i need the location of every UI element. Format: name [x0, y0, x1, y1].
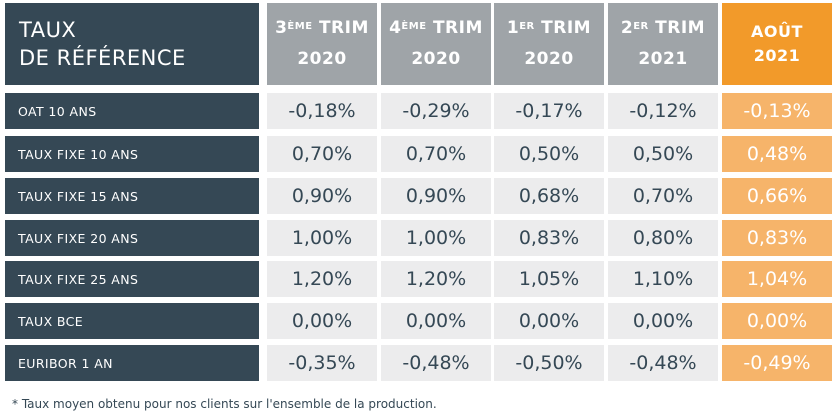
rate-cell: -0,49%: [722, 345, 832, 381]
rate-cell: -0,29%: [381, 93, 491, 129]
rate-cell: 0,70%: [608, 178, 718, 214]
column-header-4: 2ER TRIM 2021: [608, 3, 718, 85]
rate-cell: 0,00%: [722, 303, 832, 339]
column-header-suffix: ÈME: [287, 21, 313, 32]
column-header-year: 2020: [524, 49, 574, 69]
table-title-line2: DE RÉFÉRENCE: [19, 46, 186, 70]
rate-cell: -0,12%: [608, 93, 718, 129]
rate-cell: -0,48%: [381, 345, 491, 381]
rate-cell: 1,00%: [381, 220, 491, 256]
column-header-number: 2: [620, 18, 634, 38]
rate-cell: 1,04%: [722, 261, 832, 297]
column-header-trim: TRIM: [426, 18, 483, 38]
column-header-trim: TRIM: [534, 18, 592, 38]
column-header-year: 2020: [297, 49, 347, 69]
column-header-year: 2020: [411, 49, 461, 69]
rate-cell: -0,17%: [494, 93, 604, 129]
rate-cell: 1,05%: [494, 261, 604, 297]
rate-cell: 0,83%: [722, 220, 832, 256]
rate-cell: 0,00%: [381, 303, 491, 339]
table-title: TAUX DE RÉFÉRENCE: [5, 3, 259, 85]
rate-cell: 0,83%: [494, 220, 604, 256]
column-header-2: 4ÈME TRIM 2020: [381, 3, 491, 85]
rate-cell: 0,50%: [608, 136, 718, 172]
row-label: EURIBOR 1 AN: [5, 345, 259, 381]
rate-cell: -0,35%: [267, 345, 377, 381]
rate-cell: -0,48%: [608, 345, 718, 381]
rate-cell: 0,70%: [267, 136, 377, 172]
rate-cell: 0,48%: [722, 136, 832, 172]
footnote: * Taux moyen obtenu pour nos clients sur…: [12, 397, 437, 411]
rate-cell: 0,66%: [722, 178, 832, 214]
rate-cell: 1,00%: [267, 220, 377, 256]
column-header-number: 1: [506, 18, 520, 38]
column-header-number: 3: [275, 18, 288, 38]
rate-cell: 0,00%: [267, 303, 377, 339]
column-header-3: 1ER TRIM 2020: [494, 3, 604, 85]
column-header-suffix: ER: [633, 21, 649, 32]
column-header-year: 2021: [638, 49, 688, 69]
column-header-period: 3ÈME TRIM: [275, 14, 369, 45]
rate-cell: 0,00%: [494, 303, 604, 339]
row-label: TAUX FIXE 15 ANS: [5, 178, 259, 214]
rate-cell: 0,00%: [608, 303, 718, 339]
rate-cell: 1,10%: [608, 261, 718, 297]
column-header-period: 2ER TRIM: [621, 14, 705, 45]
column-header-number: AOÛT: [751, 22, 803, 41]
rate-cell: 0,90%: [381, 178, 491, 214]
column-header-period: 4ÈME TRIM: [389, 14, 483, 45]
column-header-trim: TRIM: [648, 18, 706, 38]
rate-cell: 1,20%: [381, 261, 491, 297]
row-label: TAUX BCE: [5, 303, 259, 339]
column-header-year: 2021: [753, 46, 801, 65]
rate-cell: 0,50%: [494, 136, 604, 172]
row-label: OAT 10 ANS: [5, 93, 259, 129]
row-label: TAUX FIXE 25 ANS: [5, 261, 259, 297]
rate-cell: 1,20%: [267, 261, 377, 297]
column-header-suffix: ÈME: [401, 21, 427, 32]
row-label: TAUX FIXE 20 ANS: [5, 220, 259, 256]
column-header-period: AOÛT: [751, 20, 803, 44]
rate-cell: -0,13%: [722, 93, 832, 129]
row-label: TAUX FIXE 10 ANS: [5, 136, 259, 172]
rate-cell: -0,18%: [267, 93, 377, 129]
table-title-line1: TAUX: [19, 18, 77, 42]
column-header-suffix: ER: [519, 21, 535, 32]
rate-cell: 0,68%: [494, 178, 604, 214]
column-header-1: 3ÈME TRIM 2020: [267, 3, 377, 85]
rate-cell: -0,50%: [494, 345, 604, 381]
column-header-period: 1ER TRIM: [507, 14, 591, 45]
rate-cell: 0,70%: [381, 136, 491, 172]
rate-cell: 0,80%: [608, 220, 718, 256]
column-header-number: 4: [389, 18, 402, 38]
column-header-5: AOÛT 2021: [722, 3, 832, 85]
rate-cell: 0,90%: [267, 178, 377, 214]
column-header-trim: TRIM: [312, 18, 369, 38]
